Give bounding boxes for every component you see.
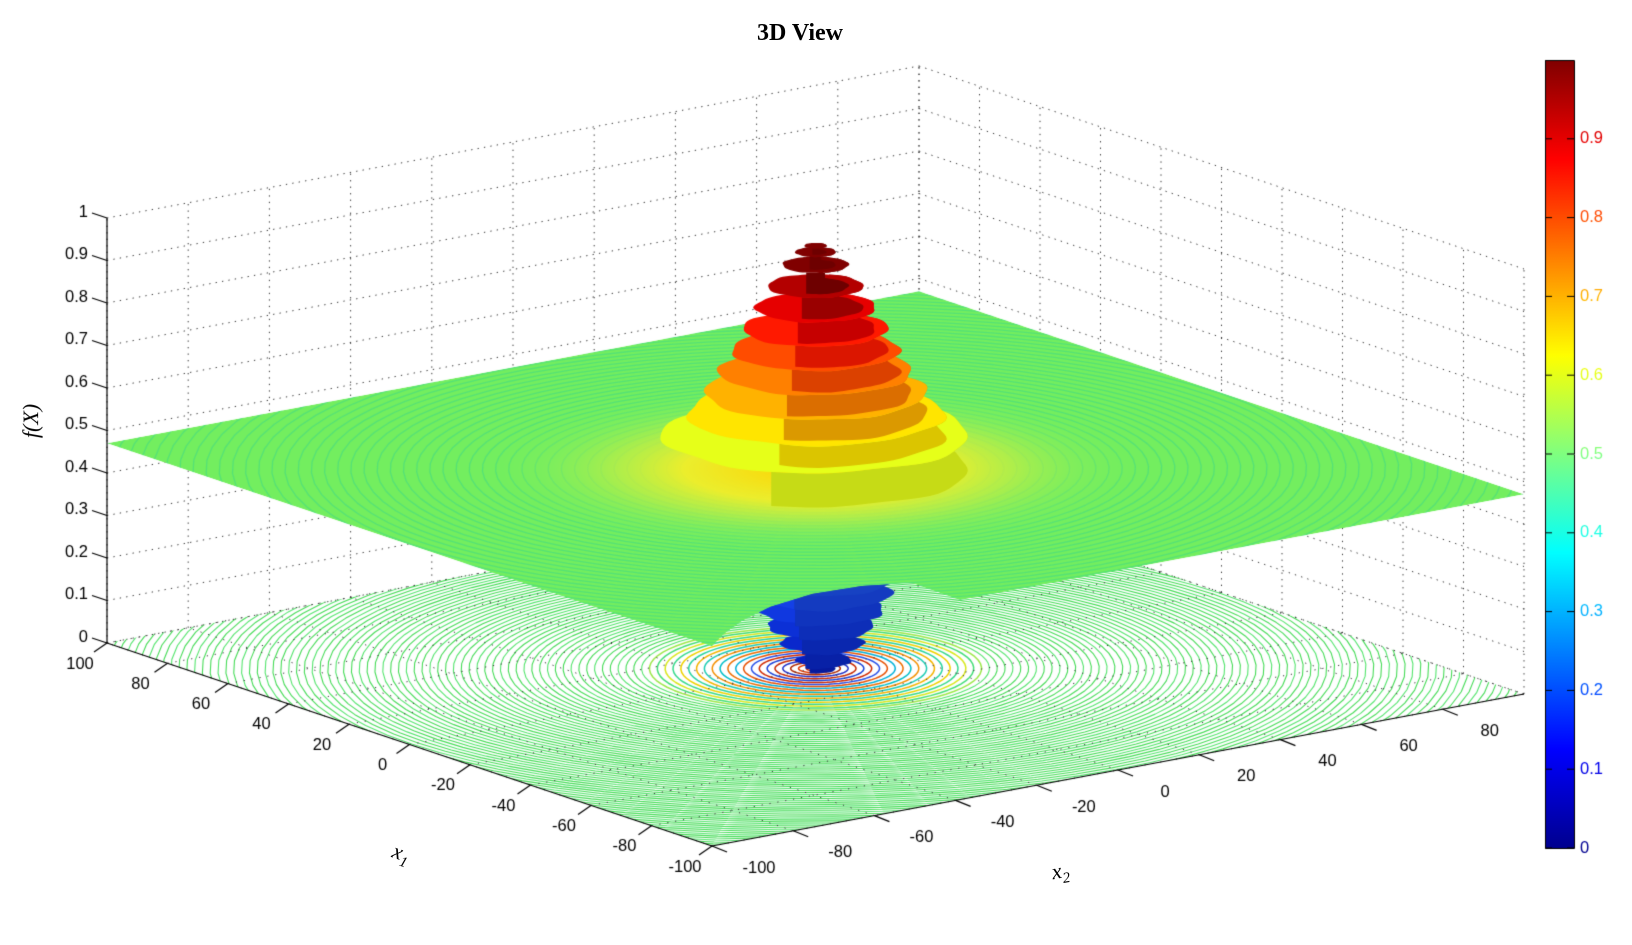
chart-title: 3D View bbox=[757, 20, 843, 46]
z-axis-label: f(X) bbox=[18, 403, 44, 439]
